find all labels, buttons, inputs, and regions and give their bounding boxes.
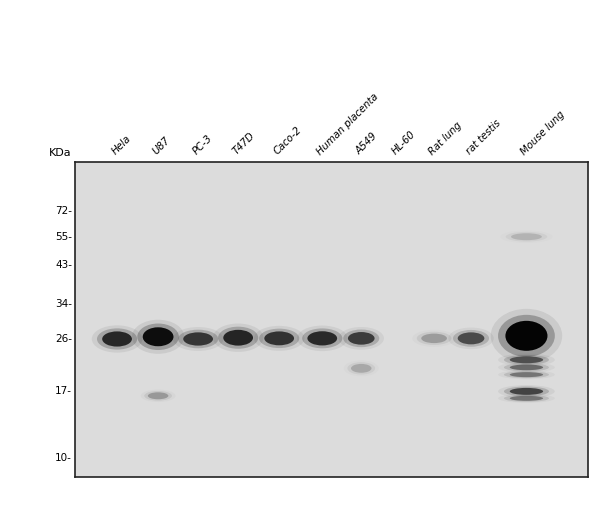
Ellipse shape [97,328,137,349]
Ellipse shape [338,327,384,349]
Ellipse shape [148,392,169,399]
Ellipse shape [510,396,543,401]
Ellipse shape [302,328,343,348]
Ellipse shape [213,324,263,352]
Ellipse shape [498,385,555,397]
Text: 17-: 17- [55,386,72,396]
Ellipse shape [218,327,258,349]
Text: 72-: 72- [55,206,72,216]
Text: 55-: 55- [55,232,72,242]
Text: Mouse lung: Mouse lung [520,109,567,157]
Text: Rat lung: Rat lung [427,120,464,157]
Ellipse shape [500,230,553,243]
Ellipse shape [178,330,218,348]
Ellipse shape [223,330,253,345]
Ellipse shape [491,309,562,363]
Ellipse shape [264,331,294,345]
Text: 43-: 43- [55,260,72,270]
Ellipse shape [498,362,555,373]
Ellipse shape [173,327,223,351]
Ellipse shape [137,324,179,350]
Ellipse shape [504,364,549,371]
Ellipse shape [102,331,132,346]
Ellipse shape [183,332,213,345]
Text: 26-: 26- [55,334,72,344]
Ellipse shape [510,365,543,370]
Ellipse shape [510,372,543,377]
Ellipse shape [504,386,549,396]
Ellipse shape [498,315,555,357]
Ellipse shape [421,334,447,343]
Ellipse shape [504,371,549,378]
Ellipse shape [132,320,184,354]
Ellipse shape [504,355,549,365]
Ellipse shape [412,330,456,347]
Text: 10-: 10- [55,452,72,463]
Ellipse shape [140,389,176,402]
Ellipse shape [504,395,549,402]
Ellipse shape [417,332,451,345]
Ellipse shape [505,321,547,351]
Text: PC-3: PC-3 [191,133,214,157]
Text: Hela: Hela [110,133,133,157]
Ellipse shape [448,328,494,349]
Ellipse shape [259,329,299,348]
Ellipse shape [347,362,375,375]
Ellipse shape [144,391,172,400]
Ellipse shape [343,329,379,347]
Ellipse shape [498,394,555,403]
Ellipse shape [351,364,371,373]
Ellipse shape [510,357,543,363]
Ellipse shape [143,327,173,346]
Text: KDa: KDa [49,147,72,158]
Ellipse shape [307,331,337,345]
Ellipse shape [498,370,555,379]
Ellipse shape [344,361,379,376]
Text: Caco-2: Caco-2 [272,125,304,157]
Text: HL-60: HL-60 [390,129,418,157]
Ellipse shape [510,388,543,395]
Ellipse shape [453,330,489,347]
Ellipse shape [511,233,542,240]
Ellipse shape [92,325,142,352]
Text: A549: A549 [354,131,380,157]
Text: 34-: 34- [55,299,72,309]
Text: T47D: T47D [231,131,257,157]
Ellipse shape [458,332,484,344]
Text: U87: U87 [151,135,172,157]
Ellipse shape [498,354,555,366]
Text: Human placenta: Human placenta [315,91,380,157]
Text: rat testis: rat testis [464,118,502,157]
Ellipse shape [297,326,347,351]
Ellipse shape [254,326,304,351]
Ellipse shape [348,332,374,344]
Ellipse shape [506,232,547,241]
